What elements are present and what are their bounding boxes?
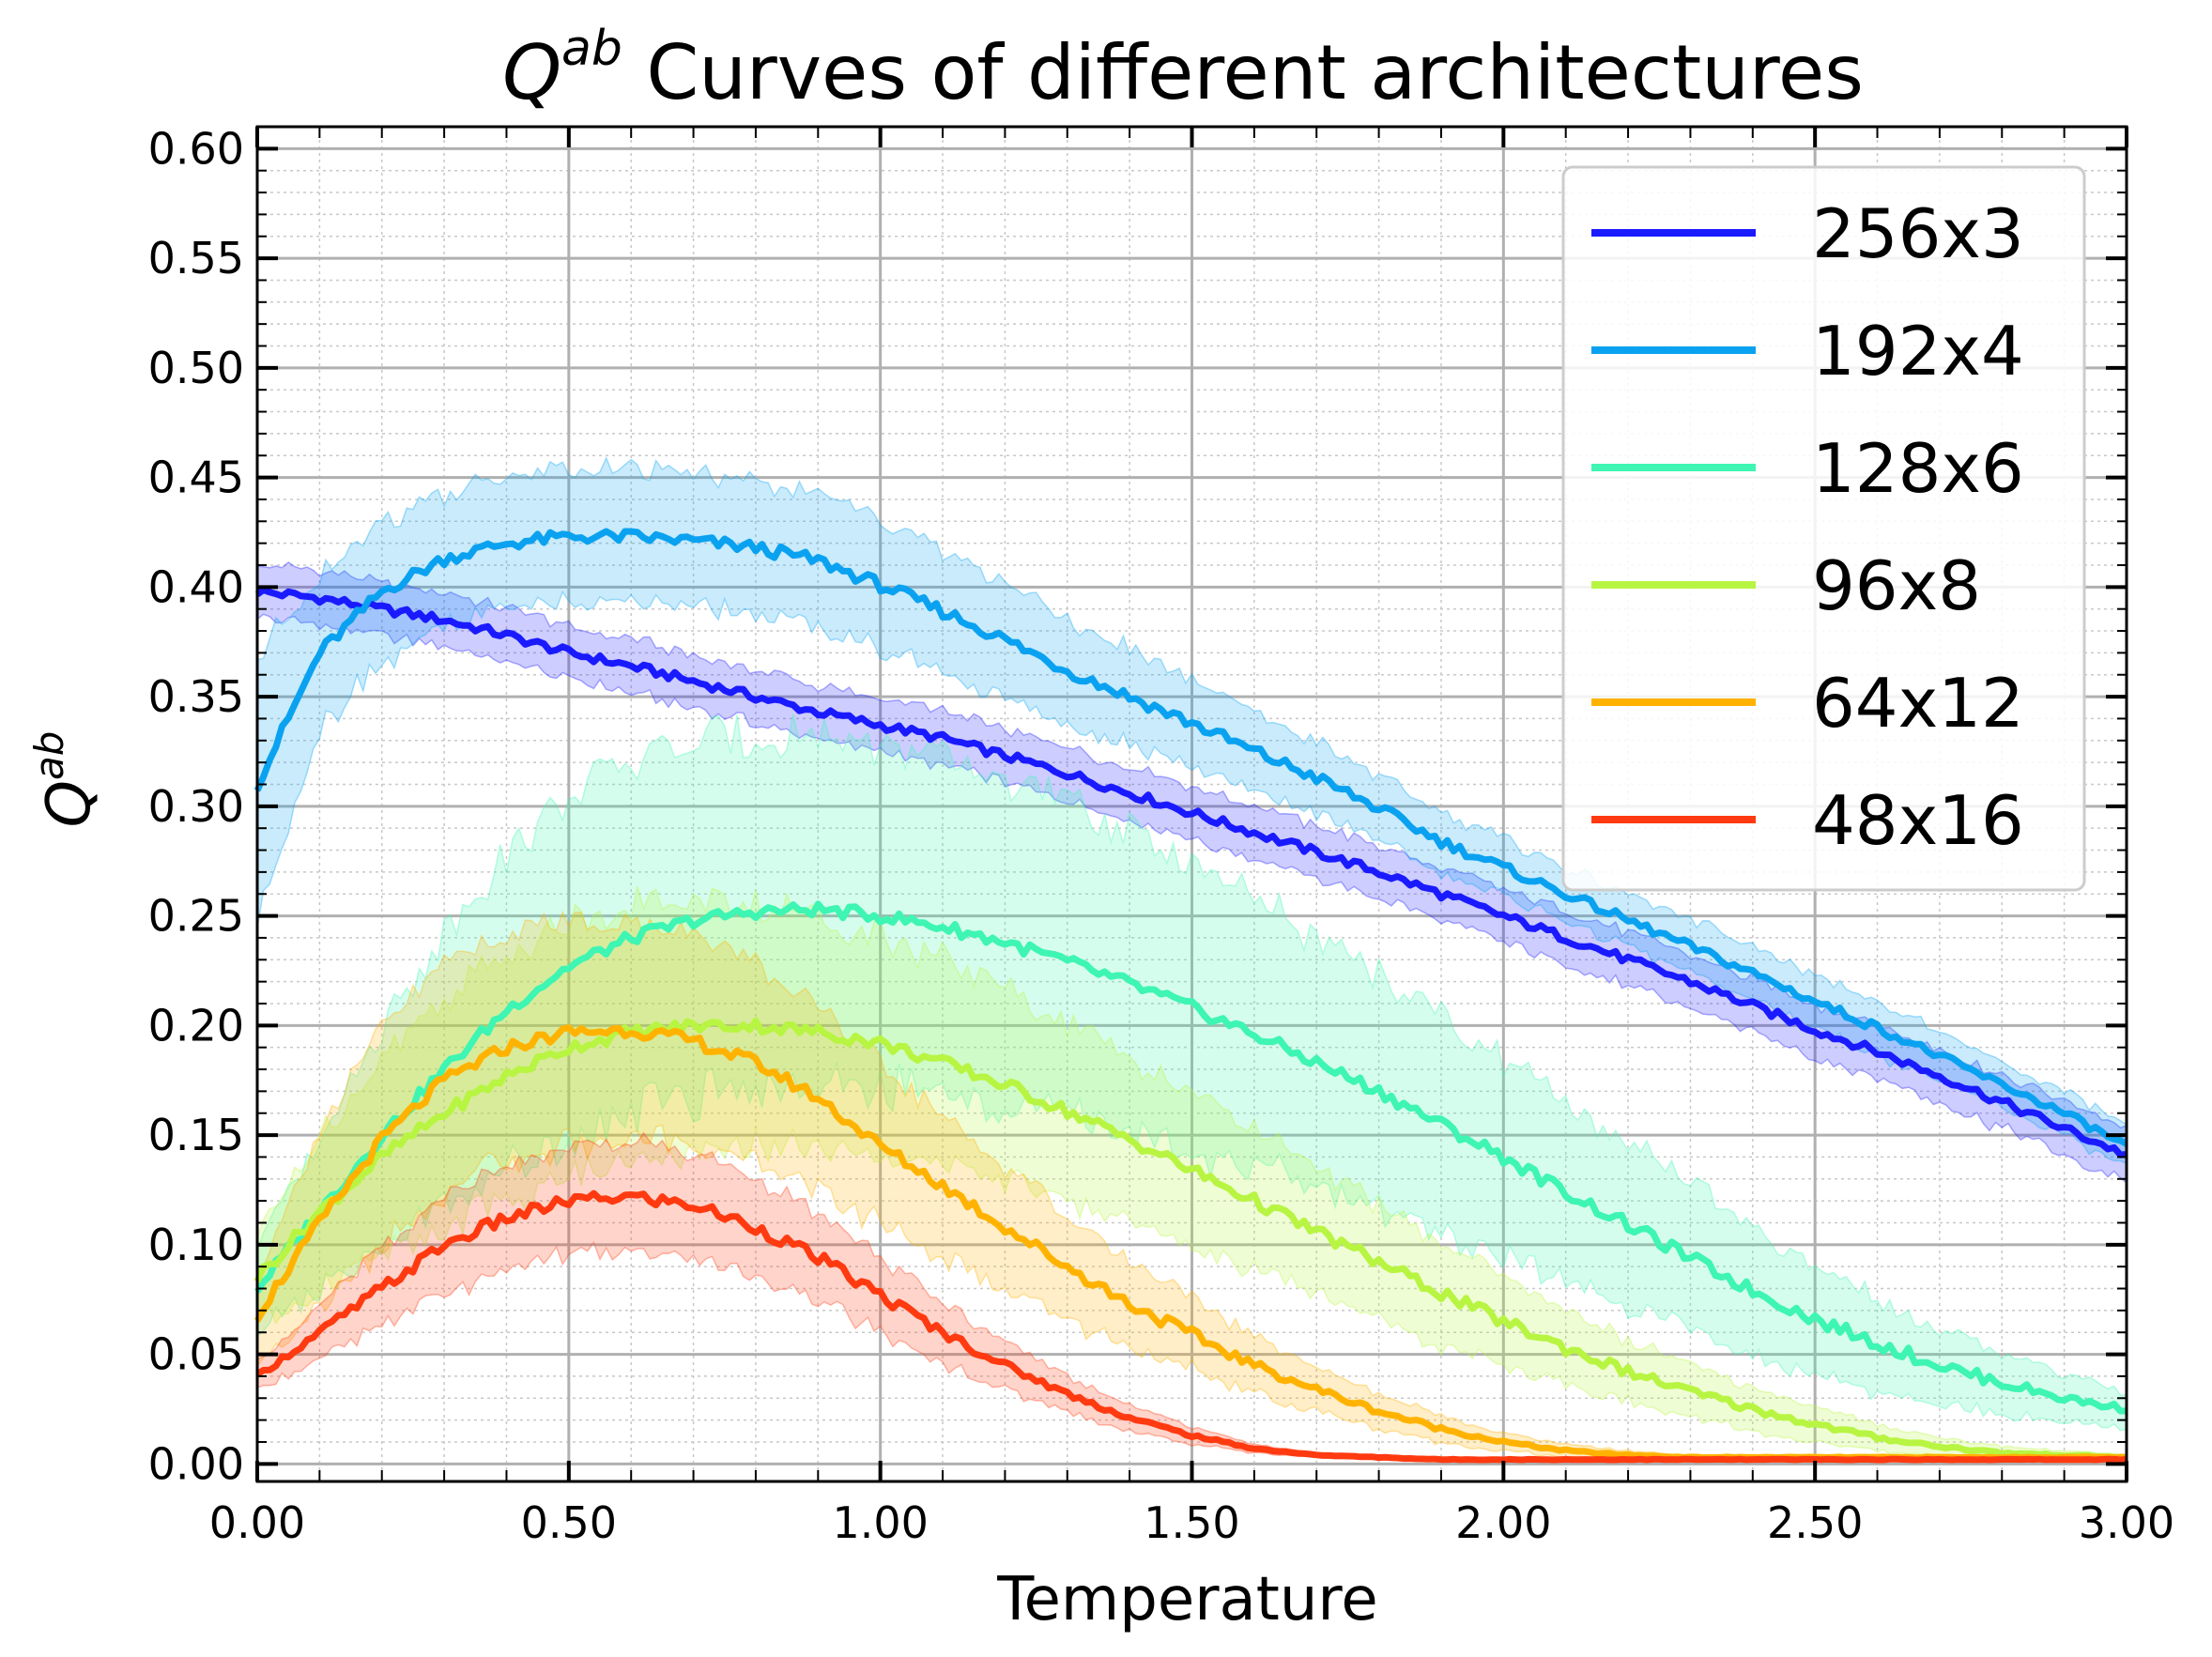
- line-96x8: [253, 1017, 2128, 1461]
- y-tick-label: 0.05: [148, 1329, 244, 1380]
- y-tick-label: 0.50: [148, 343, 244, 393]
- legend-label-128x6: 128x6: [1812, 429, 2024, 508]
- legend-label-256x3: 256x3: [1812, 194, 2024, 273]
- x-tick-label: 1.50: [1144, 1497, 1239, 1548]
- series-lines: [253, 528, 2128, 1464]
- line-192x4: [253, 528, 2128, 1147]
- chart-title: Qab Curves of different architectures: [502, 21, 1864, 116]
- line-256x3: [254, 586, 2128, 1158]
- legend-label-64x12: 64x12: [1812, 664, 2024, 743]
- y-tick-label: 0.35: [148, 671, 244, 722]
- x-tick-label: 2.00: [1455, 1497, 1551, 1548]
- y-axis-label: Qab: [26, 731, 104, 828]
- legend-label-48x16: 48x16: [1812, 781, 2024, 860]
- x-tick-label: 3.00: [2079, 1497, 2174, 1548]
- x-tick-label: 0.00: [209, 1497, 305, 1548]
- y-tick-label: 0.45: [148, 453, 244, 503]
- x-tick-label: 0.50: [521, 1497, 617, 1548]
- legend: 256x3 192x4 128x6 96x8 64x12 48x16: [1561, 165, 2086, 892]
- legend-label-96x8: 96x8: [1812, 546, 1981, 625]
- x-tick-label: 1.00: [832, 1497, 928, 1548]
- y-tick-label: 0.60: [148, 123, 244, 174]
- y-tick-label: 0.20: [148, 1000, 244, 1051]
- x-tick-label: 2.50: [1767, 1497, 1863, 1548]
- line-128x6: [254, 900, 2128, 1415]
- axis-ticks: [255, 126, 2128, 1481]
- y-tick-label: 0.00: [148, 1438, 244, 1489]
- y-tick-label: 0.25: [148, 891, 244, 942]
- y-tick-label: 0.15: [148, 1110, 244, 1160]
- x-axis-label: Temperature: [996, 1565, 1377, 1634]
- y-tick-label: 0.10: [148, 1220, 244, 1270]
- legend-label-192x4: 192x4: [1812, 312, 2024, 391]
- y-tick-label: 0.30: [148, 781, 244, 832]
- y-tick-label: 0.55: [148, 233, 244, 284]
- y-tick-label: 0.40: [148, 561, 244, 612]
- tick-labels: 0.00 0.50 1.00 1.50 2.00 2.50 3.00 0.00 0.05 0.10…: [148, 123, 2175, 1548]
- line-48x16: [255, 1189, 2128, 1464]
